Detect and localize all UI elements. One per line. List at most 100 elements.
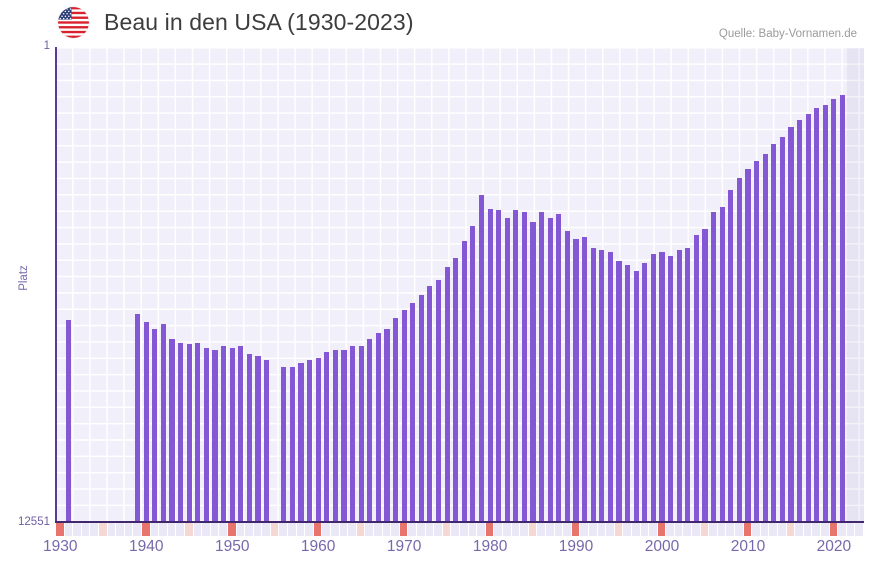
bar-2008[interactable] [728,189,734,522]
bar-1989[interactable] [564,231,571,522]
tick-cell-2010 [743,523,753,536]
bar-1986[interactable] [539,212,545,522]
bar-1959[interactable] [306,359,313,522]
bar-1978[interactable] [470,225,476,522]
bar-2003[interactable] [685,248,691,522]
bar-2015[interactable] [788,127,794,522]
bar-1985[interactable] [530,221,536,522]
tick-cell-1999 [649,523,658,536]
bar-1954[interactable] [264,359,270,522]
bar-2014[interactable] [779,136,785,522]
bar-1969[interactable] [392,318,399,522]
bar-1998[interactable] [642,263,648,522]
bar-1976[interactable] [453,257,459,522]
tick-cell-1969 [391,523,400,536]
bar-2017[interactable] [805,114,811,522]
bar-1951[interactable] [238,346,244,522]
chart-header: Beau in den USA (1930-2023) Quelle: Baby… [0,0,873,46]
bar-1961[interactable] [324,352,330,522]
tick-cell-1971 [408,523,418,536]
bar-1965[interactable] [358,346,364,522]
bar-1943[interactable] [169,338,175,522]
bar-1968[interactable] [384,329,390,522]
bar-1941[interactable] [152,329,158,522]
bar-1997[interactable] [633,270,639,522]
bar-1973[interactable] [427,285,433,522]
bar-1944[interactable] [178,342,184,522]
bar-2012[interactable] [762,153,768,522]
bar-1940[interactable] [143,321,149,522]
bar-1999[interactable] [650,253,656,522]
bar-2010[interactable] [745,168,751,522]
bar-1947[interactable] [203,348,209,522]
bar-1987[interactable] [547,217,553,522]
bar-1964[interactable] [349,346,356,522]
bar-1957[interactable] [289,367,295,522]
bar-1991[interactable] [582,236,588,522]
bar-2006[interactable] [710,212,717,522]
tick-cell-1995 [614,523,624,536]
bar-1980[interactable] [487,208,493,522]
bar-2000[interactable] [659,251,665,522]
bar-1977[interactable] [461,240,467,522]
bar-1946[interactable] [195,342,201,522]
x-axis-label-1970: 1970 [386,538,422,555]
tick-cell-2008 [726,523,736,536]
bar-1967[interactable] [375,333,381,522]
bar-1958[interactable] [298,363,304,522]
bar-1984[interactable] [521,212,528,522]
bar-1970[interactable] [401,310,407,522]
bar-1992[interactable] [590,248,596,522]
bar-1979[interactable] [478,195,485,522]
bar-1949[interactable] [221,346,227,522]
bar-2020[interactable] [831,98,837,522]
bar-2011[interactable] [753,161,760,522]
bar-2019[interactable] [822,104,828,522]
bar-1982[interactable] [504,217,510,522]
source-label: Quelle: Baby-Vornamen.de [718,28,857,40]
bar-1945[interactable] [186,344,192,522]
bar-1950[interactable] [229,348,235,522]
bar-1966[interactable] [367,338,373,522]
tick-cell-2022 [846,523,856,536]
tick-cell-1961 [322,523,332,536]
bar-1962[interactable] [332,350,338,522]
bar-1948[interactable] [212,350,218,522]
bar-2013[interactable] [771,144,777,522]
bar-1981[interactable] [496,210,502,522]
bar-1953[interactable] [255,355,261,522]
bar-2016[interactable] [796,119,803,522]
bar-1939[interactable] [135,314,141,522]
bar-2009[interactable] [736,178,742,522]
bar-2007[interactable] [719,206,725,522]
bar-1990[interactable] [573,238,579,522]
bar-1931[interactable] [66,319,72,522]
bar-1974[interactable] [435,280,442,522]
bar-1971[interactable] [410,302,416,522]
bar-1975[interactable] [444,267,450,522]
bar-2002[interactable] [676,250,682,522]
bar-1995[interactable] [616,261,622,522]
bar-1952[interactable] [246,353,252,522]
tick-cell-1937 [116,523,125,536]
bar-2005[interactable] [702,229,708,522]
tick-cell-1992 [588,523,598,536]
bar-2018[interactable] [814,108,820,522]
bar-1963[interactable] [341,350,347,522]
bar-1994[interactable] [607,251,613,522]
bar-1993[interactable] [599,250,605,522]
bar-2021[interactable] [839,95,846,522]
bar-1956[interactable] [281,367,287,522]
tick-cell-1958 [296,523,306,536]
bar-1972[interactable] [418,295,424,522]
bar-1983[interactable] [513,210,519,522]
bar-1960[interactable] [315,357,321,522]
bar-1996[interactable] [625,265,631,522]
bar-2001[interactable] [668,255,674,522]
x-axis-line [55,521,864,523]
bar-1942[interactable] [160,323,167,522]
tick-cell-1963 [339,523,349,536]
x-axis-label-2020: 2020 [816,538,852,555]
bar-2004[interactable] [693,234,699,522]
bar-1988[interactable] [556,214,562,522]
